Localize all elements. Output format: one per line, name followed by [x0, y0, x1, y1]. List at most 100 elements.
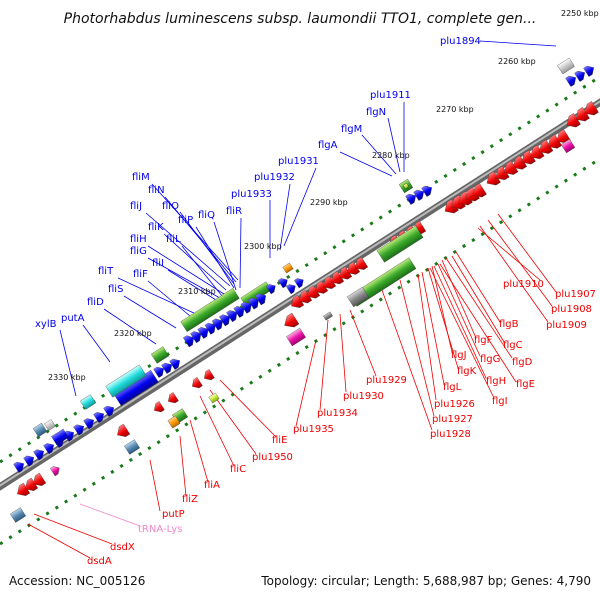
label-rev-flgb[interactable]: flgB	[499, 319, 519, 330]
label-fwd-plu1931[interactable]: plu1931	[278, 156, 319, 167]
label-rev-dsdx[interactable]: dsdX	[110, 542, 135, 553]
gene-arrow-47[interactable]	[183, 333, 197, 348]
label-fwd-plu1932[interactable]: plu1932	[254, 172, 295, 183]
label-fwd-flih[interactable]: fliH	[130, 234, 147, 245]
gene-arrow-48[interactable]	[190, 329, 204, 344]
gene-arrow-21[interactable]	[501, 160, 519, 178]
label-rev-flia[interactable]: fliA	[204, 480, 220, 491]
gene-arrow-54[interactable]	[233, 304, 248, 318]
gene-arrow-68[interactable]	[13, 459, 27, 473]
gene-arrow-31[interactable]	[152, 401, 165, 414]
gene-arrow-1[interactable]	[288, 294, 305, 311]
gene-arrow-59[interactable]	[277, 276, 290, 289]
gene-block-92[interactable]	[32, 422, 48, 438]
gene-block-42[interactable]	[180, 288, 240, 332]
gene-arrow-23[interactable]	[518, 150, 536, 167]
gene-arrow-75[interactable]	[83, 416, 97, 430]
label-fwd-flis[interactable]: fliS	[108, 284, 123, 295]
gene-arrow-28[interactable]	[563, 113, 581, 130]
gene-arrow-52[interactable]	[219, 312, 233, 327]
gene-arrow-62[interactable]	[405, 191, 419, 205]
gene-block-90[interactable]	[282, 262, 294, 274]
label-fwd-flir[interactable]: fliR	[226, 206, 242, 217]
label-fwd-flig[interactable]: fliG	[130, 246, 147, 257]
label-rev-flgl[interactable]: flgL	[443, 382, 462, 393]
label-rev-flgf[interactable]: flgF	[474, 335, 493, 346]
label-fwd-flin[interactable]: fliN	[148, 185, 165, 196]
gene-block-44[interactable]	[150, 346, 170, 364]
gene-arrow-79[interactable]	[574, 68, 588, 82]
gene-block-96[interactable]	[403, 183, 409, 189]
label-rev-plu1927[interactable]: plu1927	[432, 414, 473, 425]
gene-arrow-6[interactable]	[328, 271, 345, 287]
gene-arrow-5[interactable]	[320, 275, 337, 292]
gene-block-91[interactable]	[167, 415, 181, 429]
gene-block-83[interactable]	[105, 364, 147, 398]
label-fwd-flik[interactable]: fliK	[148, 222, 164, 233]
gene-arrow-34[interactable]	[202, 369, 215, 382]
label-rev-dsda[interactable]: dsdA	[87, 556, 112, 567]
label-fwd-flid[interactable]: fliD	[87, 297, 104, 308]
label-rev-plu1934[interactable]: plu1934	[317, 408, 358, 419]
label-fwd-flil[interactable]: fliL	[166, 234, 181, 245]
label-rev-plu1929[interactable]: plu1929	[366, 375, 407, 386]
gene-arrow-67[interactable]	[169, 356, 183, 370]
gene-arrow-8[interactable]	[344, 261, 361, 278]
label-fwd-flim[interactable]: fliM	[132, 172, 150, 183]
gene-block-84[interactable]	[80, 394, 96, 410]
gene-arrow-64[interactable]	[421, 183, 435, 197]
label-fwd-plu1911[interactable]: plu1911	[370, 90, 411, 101]
gene-block-94[interactable]	[124, 439, 140, 455]
gene-arrow-22[interactable]	[510, 155, 528, 173]
gene-arrow-80[interactable]	[583, 63, 597, 77]
label-fwd-flga[interactable]: flgA	[318, 140, 338, 151]
gene-block-93[interactable]	[10, 507, 26, 523]
label-rev-plu1908[interactable]: plu1908	[551, 304, 592, 315]
gene-arrow-29[interactable]	[572, 107, 590, 124]
gene-arrow-57[interactable]	[255, 291, 269, 306]
label-fwd-xylb[interactable]: xylB	[35, 319, 57, 330]
label-fwd-plu1933[interactable]: plu1933	[231, 189, 272, 200]
gene-arrow-36[interactable]	[14, 482, 31, 499]
gene-block-97[interactable]	[323, 311, 333, 321]
label-fwd-flii[interactable]: fliI	[152, 258, 164, 269]
gene-arrow-50[interactable]	[204, 320, 219, 335]
label-fwd-plu1894[interactable]: plu1894	[440, 36, 481, 47]
gene-arrow-3[interactable]	[304, 285, 321, 301]
gene-block-95[interactable]	[208, 392, 220, 404]
label-rev-fliz[interactable]: fliZ	[182, 494, 198, 505]
label-rev-plu1907[interactable]: plu1907	[555, 289, 596, 300]
label-rev-plu1909[interactable]: plu1909	[546, 320, 587, 331]
label-fwd-puta[interactable]: putA	[61, 313, 85, 324]
gene-arrow-61[interactable]	[293, 276, 306, 289]
gene-arrow-18[interactable]	[469, 183, 487, 200]
gene-arrow-20[interactable]	[492, 165, 510, 183]
label-fwd-fliq[interactable]: fliQ	[198, 210, 215, 221]
label-rev-flgd[interactable]: flgD	[512, 357, 533, 368]
gene-arrow-98[interactable]	[49, 464, 62, 477]
gene-arrow-25[interactable]	[536, 139, 554, 157]
label-rev-flic[interactable]: fliC	[230, 464, 246, 475]
gene-arrow-49[interactable]	[197, 325, 212, 339]
label-rev-flgi[interactable]: flgI	[492, 396, 508, 407]
gene-arrow-63[interactable]	[413, 187, 427, 201]
label-fwd-flio[interactable]: fliO	[162, 201, 179, 212]
gene-arrow-35[interactable]	[114, 423, 131, 440]
gene-arrow-53[interactable]	[226, 308, 240, 323]
gene-arrow-78[interactable]	[565, 73, 579, 87]
gene-arrow-37[interactable]	[22, 477, 39, 494]
label-rev-plu1926[interactable]: plu1926	[434, 399, 475, 410]
label-fwd-flgm[interactable]: flgM	[341, 124, 362, 135]
gene-arrow-65[interactable]	[153, 364, 167, 378]
label-fwd-flit[interactable]: fliT	[98, 266, 114, 277]
gene-arrow-27[interactable]	[553, 129, 571, 146]
label-rev-flgk[interactable]: flgK	[457, 366, 477, 377]
gene-arrow-39[interactable]	[281, 312, 300, 331]
gene-arrow-66[interactable]	[161, 360, 175, 374]
label-rev-flgj[interactable]: flgJ	[451, 350, 467, 361]
gene-arrow-74[interactable]	[73, 422, 87, 436]
label-fwd-flij[interactable]: fliJ	[130, 201, 142, 212]
gene-block-82[interactable]	[51, 428, 69, 446]
gene-block-85[interactable]	[346, 286, 370, 308]
gene-arrow-51[interactable]	[211, 316, 226, 331]
